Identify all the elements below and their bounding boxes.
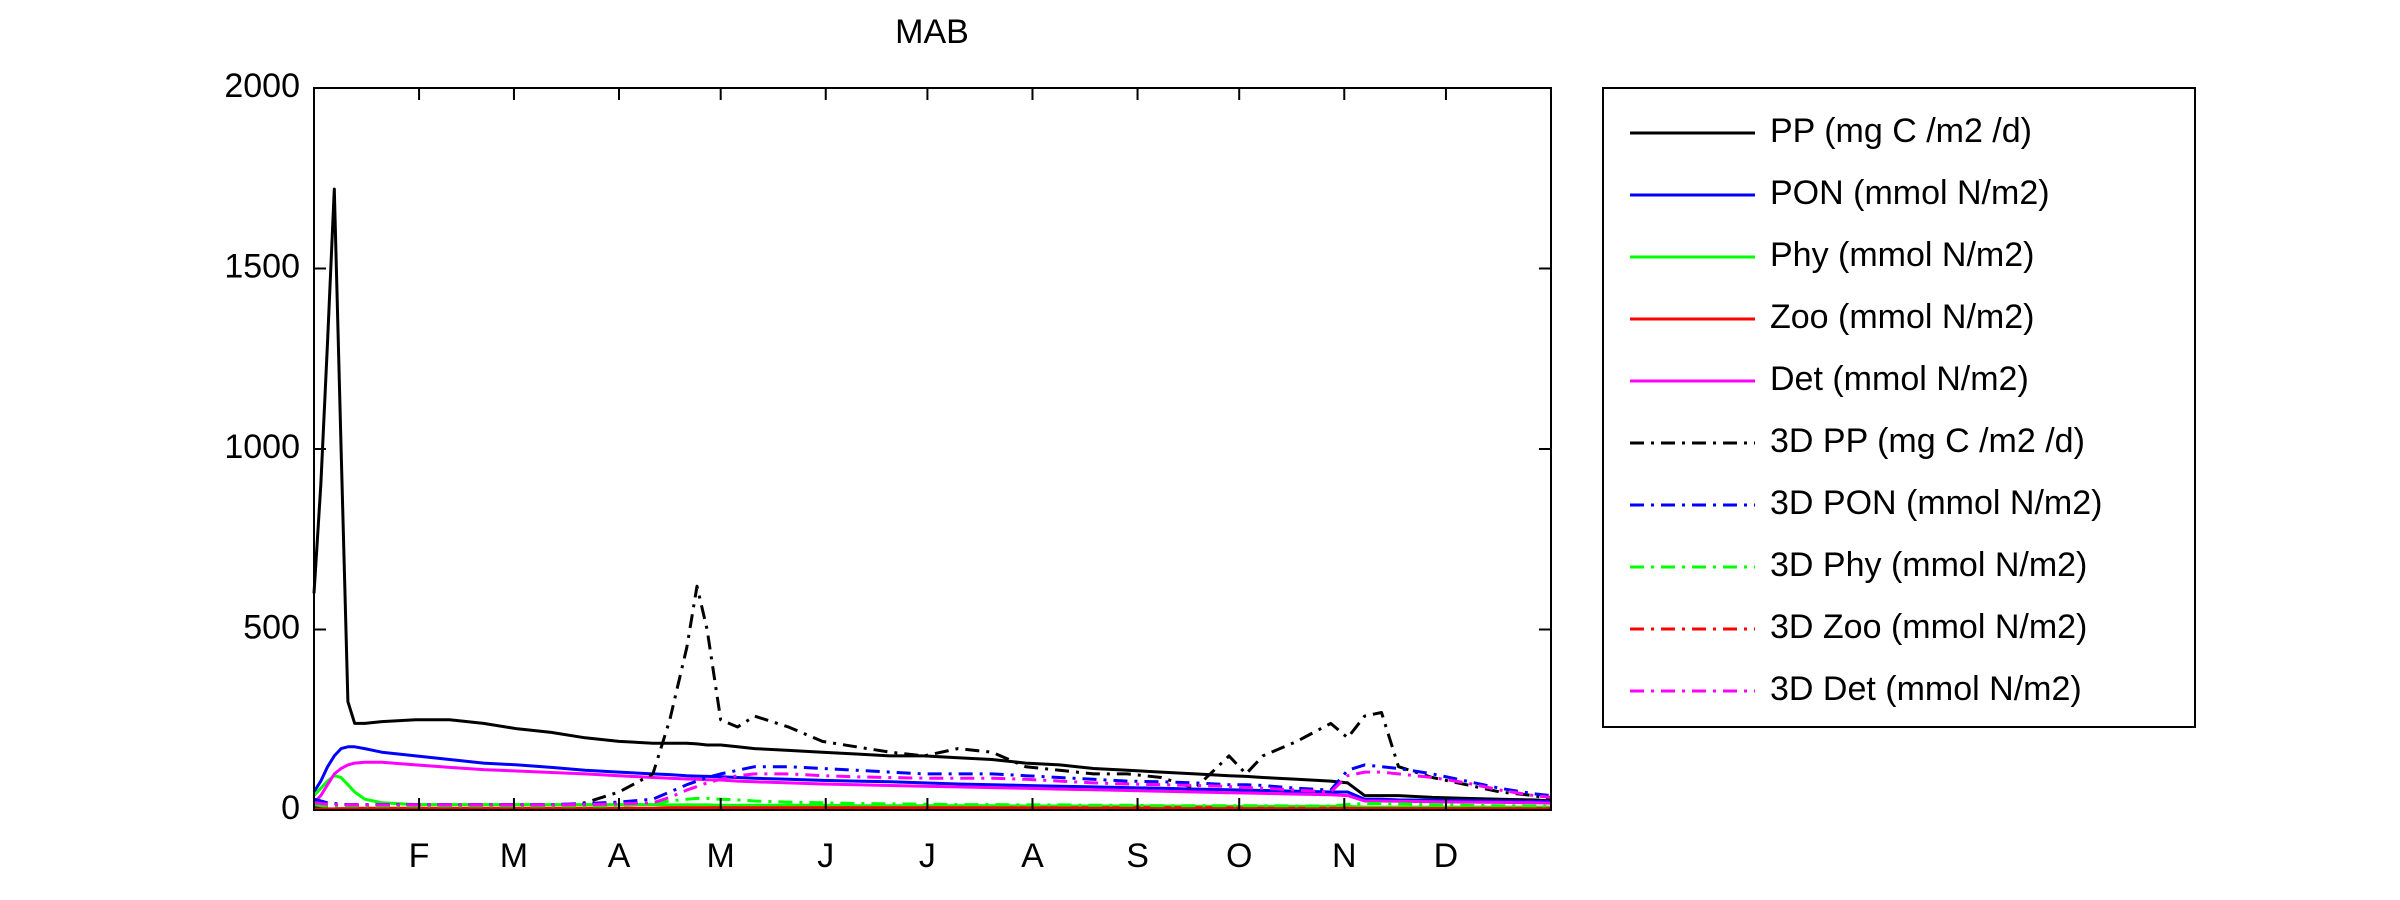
legend-label: 3D Det (mmol N/m2) (1770, 670, 2082, 708)
legend-label: Zoo (mmol N/m2) (1770, 298, 2034, 336)
legend-label: Phy (mmol N/m2) (1770, 236, 2034, 274)
series-line (312, 745, 1552, 804)
y-tick-label: 500 (243, 608, 300, 646)
legend-label: 3D PON (mmol N/m2) (1770, 484, 2102, 522)
x-tick-label: D (1434, 837, 1459, 875)
series-line (313, 796, 1552, 808)
legend-label: 3D Zoo (mmol N/m2) (1770, 608, 2087, 646)
x-tick-label: M (500, 837, 528, 875)
y-tick-label: 2000 (224, 67, 300, 105)
legend-label: 3D Phy (mmol N/m2) (1770, 546, 2087, 584)
x-tick-label: A (1021, 837, 1044, 875)
legend-label: 3D PP (mg C /m2 /d) (1770, 422, 2085, 460)
y-tick-label: 1500 (224, 247, 300, 285)
x-tick-label: J (817, 837, 834, 875)
legend-label: PP (mg C /m2 /d) (1770, 112, 2032, 150)
x-tick-label: M (707, 837, 735, 875)
x-tick-label: S (1126, 837, 1149, 875)
x-tick-label: N (1332, 837, 1357, 875)
series-line (312, 760, 1552, 805)
series-line (314, 584, 1552, 808)
chart-title: MAB (895, 13, 969, 51)
x-tick-label: A (608, 837, 631, 875)
y-tick-label: 0 (281, 789, 300, 827)
y-tick-label: 1000 (224, 428, 300, 466)
legend-label: Det (mmol N/m2) (1770, 360, 2029, 398)
x-tick-label: F (409, 837, 430, 875)
x-tick-label: O (1226, 837, 1252, 875)
x-tick-label: J (919, 837, 936, 875)
legend-label: PON (mmol N/m2) (1770, 174, 2050, 212)
